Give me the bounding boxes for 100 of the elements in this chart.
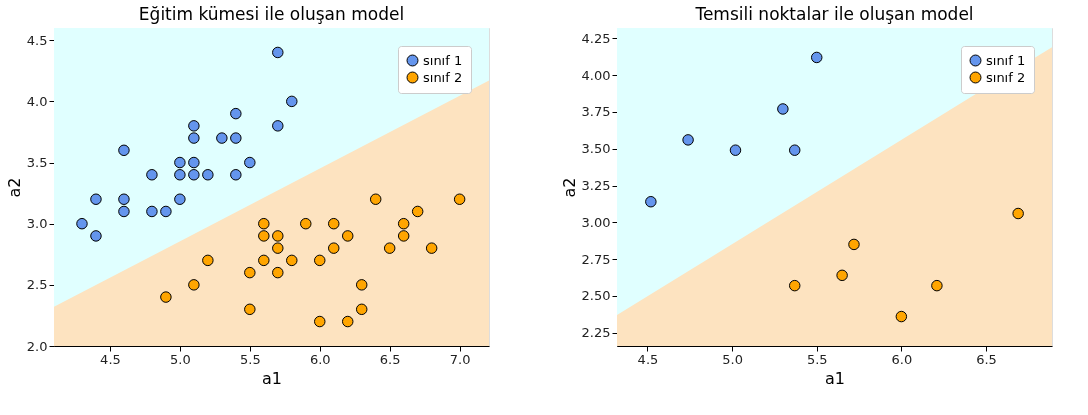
y-tick-label: 2.0 bbox=[26, 338, 48, 354]
point bbox=[118, 144, 130, 157]
legend-label: sınıf 1 bbox=[423, 52, 463, 68]
point bbox=[411, 205, 424, 218]
point bbox=[174, 169, 186, 181]
chart-title: Temsili noktalar ile oluşan model bbox=[694, 4, 974, 24]
point bbox=[328, 242, 340, 254]
point bbox=[369, 193, 382, 205]
point bbox=[188, 132, 200, 144]
x-tick-label: 6.0 bbox=[309, 351, 331, 367]
point bbox=[328, 217, 340, 230]
point bbox=[397, 217, 410, 230]
point bbox=[230, 107, 242, 120]
y-tick-label: 3.0 bbox=[26, 216, 48, 232]
point bbox=[314, 254, 326, 267]
y-tick-label: 4.00 bbox=[581, 67, 611, 83]
point bbox=[202, 169, 214, 181]
x-tick-label: 5.0 bbox=[170, 351, 191, 367]
point bbox=[777, 103, 789, 115]
legend-label: sınıf 2 bbox=[423, 69, 463, 85]
point bbox=[118, 193, 130, 205]
y-tick-label: 2.25 bbox=[581, 325, 611, 341]
point bbox=[355, 279, 368, 291]
point bbox=[188, 279, 200, 291]
x-tick-label: 6.5 bbox=[379, 351, 401, 367]
point bbox=[272, 230, 284, 242]
y-tick-label: 3.5 bbox=[26, 155, 48, 171]
point bbox=[258, 254, 270, 267]
point bbox=[202, 254, 214, 267]
point bbox=[146, 169, 158, 181]
y-tick-label: 2.75 bbox=[581, 251, 611, 267]
point bbox=[216, 132, 228, 144]
y-tick-label: 2.50 bbox=[581, 288, 611, 304]
point bbox=[230, 132, 242, 144]
point bbox=[286, 95, 298, 108]
point bbox=[397, 230, 410, 242]
y-tick-label: 4.5 bbox=[26, 32, 48, 48]
y-tick-label: 2.5 bbox=[26, 277, 48, 293]
y-axis-title: a2 bbox=[559, 177, 579, 198]
y-tick-label: 3.50 bbox=[581, 141, 611, 157]
point bbox=[355, 303, 368, 316]
x-axis-title: a1 bbox=[262, 368, 282, 388]
point bbox=[244, 266, 256, 279]
point bbox=[848, 238, 860, 251]
point bbox=[244, 156, 256, 169]
point bbox=[341, 315, 354, 328]
point bbox=[174, 156, 186, 169]
x-tick-label: 6.5 bbox=[976, 351, 997, 367]
point bbox=[810, 51, 823, 64]
x-tick-label: 4.5 bbox=[637, 351, 659, 367]
x-axis-title: a1 bbox=[825, 368, 845, 388]
point bbox=[836, 269, 848, 282]
point bbox=[174, 193, 186, 205]
y-tick-label: 4.0 bbox=[26, 93, 48, 109]
point bbox=[230, 169, 242, 181]
y-tick-label: 3.75 bbox=[581, 104, 611, 120]
legend-label: sınıf 2 bbox=[986, 69, 1026, 85]
point bbox=[160, 205, 172, 218]
point bbox=[90, 193, 102, 205]
point bbox=[272, 120, 284, 132]
y-tick-label: 4.25 bbox=[581, 30, 611, 46]
legend-label: sınıf 1 bbox=[986, 52, 1026, 68]
point bbox=[244, 303, 256, 316]
point bbox=[425, 242, 438, 254]
point bbox=[453, 193, 466, 205]
x-tick-label: 7.0 bbox=[449, 351, 471, 367]
point bbox=[272, 266, 284, 279]
x-tick-label: 4.5 bbox=[100, 351, 121, 367]
point bbox=[682, 134, 694, 146]
point bbox=[729, 144, 742, 156]
point bbox=[300, 217, 312, 230]
point bbox=[1012, 207, 1024, 220]
point bbox=[895, 310, 908, 323]
point bbox=[788, 144, 801, 156]
x-tick-label: 6.0 bbox=[891, 351, 913, 367]
chart-title: Eğitim kümesi ile oluşan model bbox=[138, 4, 405, 24]
point bbox=[383, 242, 396, 254]
x-tick-label: 5.5 bbox=[239, 351, 261, 367]
point bbox=[286, 254, 298, 267]
point bbox=[788, 279, 801, 292]
y-tick-label: 3.25 bbox=[581, 178, 611, 194]
point bbox=[90, 230, 102, 242]
point bbox=[645, 195, 657, 208]
point bbox=[258, 230, 270, 242]
point bbox=[341, 230, 354, 242]
point bbox=[931, 279, 943, 292]
y-tick-label: 3.00 bbox=[581, 214, 611, 230]
point bbox=[272, 46, 284, 59]
x-tick-label: 5.5 bbox=[806, 351, 828, 367]
point bbox=[272, 242, 284, 254]
point bbox=[314, 315, 326, 328]
point bbox=[188, 156, 200, 169]
y-axis-title: a2 bbox=[4, 177, 24, 198]
x-tick-label: 5.0 bbox=[722, 351, 743, 367]
point bbox=[188, 169, 200, 181]
point bbox=[258, 217, 270, 230]
point bbox=[76, 217, 88, 230]
point bbox=[160, 291, 172, 303]
point bbox=[118, 205, 130, 218]
point bbox=[146, 205, 158, 218]
